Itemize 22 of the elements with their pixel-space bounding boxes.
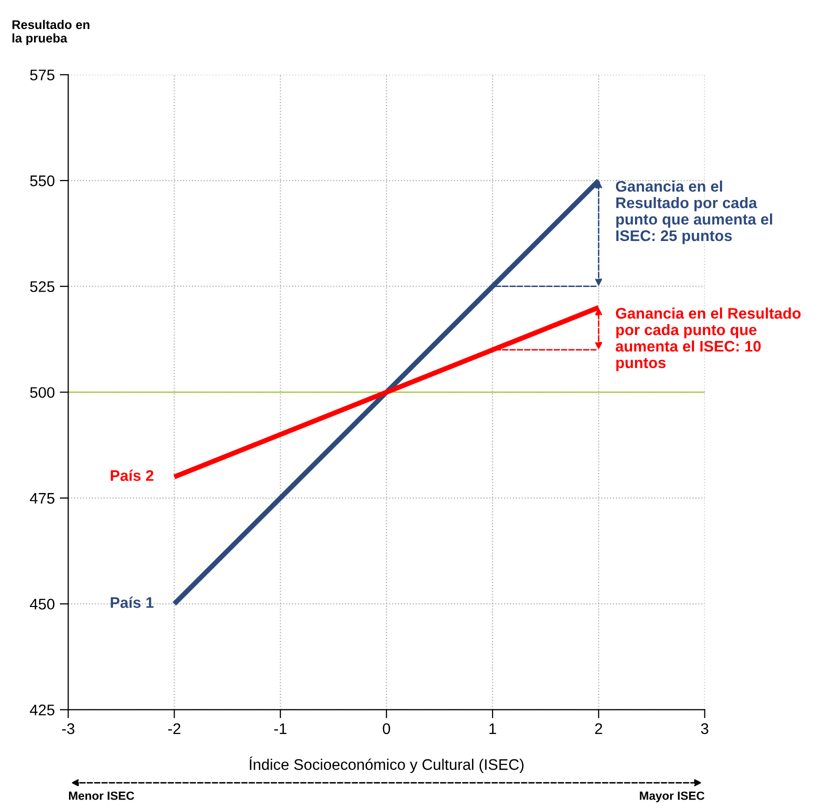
x-tick-label: 2 (595, 723, 602, 734)
y-tick-label: 500 (30, 387, 54, 398)
x-axis-title: Índice Socioeconómico y Cultural (ISEC) (250, 756, 524, 773)
x-tick-label: -3 (62, 723, 74, 734)
series-label: País 1 (110, 596, 154, 608)
x-tick-label: 3 (701, 723, 708, 734)
text: Menor ISEC (69, 792, 134, 800)
y-tick-label: 425 (30, 704, 54, 716)
y-tick-label: 550 (30, 175, 54, 186)
y-tick-label: 525 (30, 281, 54, 292)
y-tick-label: 475 (30, 493, 54, 504)
y-tick-label: 575 (30, 70, 54, 80)
x-tick-label: 1 (489, 723, 496, 734)
text: Mayor ISEC (640, 792, 704, 802)
annotation: Ganancia en el Resultado por cada punto que aumenta el ISEC: 25 puntos (616, 180, 772, 244)
x-tick-label: -2 (168, 723, 180, 734)
x-tick-label: -1 (274, 723, 286, 734)
y-axis-title: Resultado en la prueba (12, 20, 90, 46)
series-label: País 2 (110, 470, 154, 481)
x-tick-label: 0 (382, 723, 390, 734)
annotation: Ganancia en el Resultado por cada punto que aumenta el ISEC: 10 puntos (616, 308, 801, 372)
y-tick-label: 450 (30, 598, 54, 610)
